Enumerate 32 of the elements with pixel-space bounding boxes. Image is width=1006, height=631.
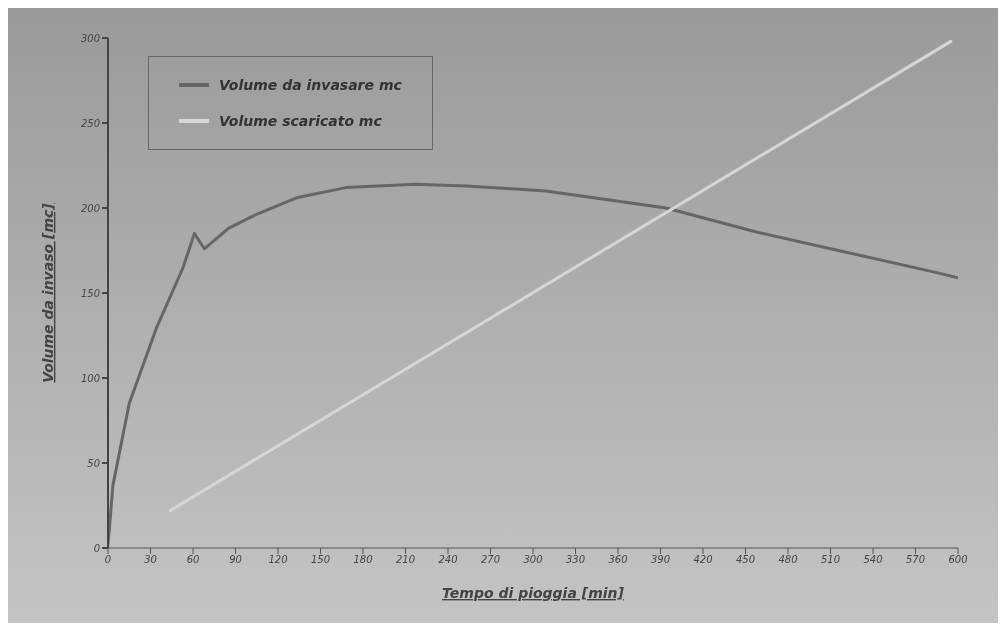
x-tick-label: 450 bbox=[735, 554, 756, 566]
legend-label: Volume da invasare mc bbox=[219, 77, 402, 93]
x-tick-label: 600 bbox=[948, 554, 968, 566]
x-tick-label: 150 bbox=[310, 554, 331, 566]
y-tick-label: 50 bbox=[87, 457, 100, 469]
x-tick-label: 240 bbox=[438, 554, 458, 566]
x-tick-label: 420 bbox=[693, 554, 713, 566]
y-tick-label: 100 bbox=[80, 372, 100, 384]
x-tick-label: 60 bbox=[186, 554, 200, 566]
x-tick-label: 330 bbox=[565, 554, 586, 566]
x-tick-label: 480 bbox=[778, 554, 798, 566]
x-tick-label: 180 bbox=[353, 554, 373, 566]
x-tick-label: 540 bbox=[863, 554, 883, 566]
x-tick-label: 300 bbox=[523, 554, 543, 566]
x-tick-label: 120 bbox=[268, 554, 288, 566]
x-tick-label: 570 bbox=[905, 554, 926, 566]
y-tick-label: 150 bbox=[80, 287, 100, 299]
x-tick-label: 390 bbox=[650, 554, 671, 566]
x-tick-label: 510 bbox=[820, 554, 841, 566]
x-tick-label: 30 bbox=[144, 554, 157, 566]
y-tick-label: 250 bbox=[80, 117, 100, 129]
y-tick-label: 300 bbox=[80, 32, 100, 44]
x-tick-label: 0 bbox=[104, 554, 112, 566]
y-tick-label: 200 bbox=[80, 202, 100, 214]
y-tick-label: 0 bbox=[93, 542, 100, 554]
x-axis-title: Tempo di pioggia [min] bbox=[442, 585, 625, 601]
x-tick-label: 360 bbox=[608, 554, 628, 566]
x-tick-label: 90 bbox=[229, 554, 242, 566]
y-axis-title: Volume da invaso [mc] bbox=[39, 202, 56, 383]
legend-label: Volume scaricato mc bbox=[219, 113, 382, 129]
x-tick-label: 270 bbox=[480, 554, 501, 566]
x-tick-label: 210 bbox=[395, 554, 416, 566]
